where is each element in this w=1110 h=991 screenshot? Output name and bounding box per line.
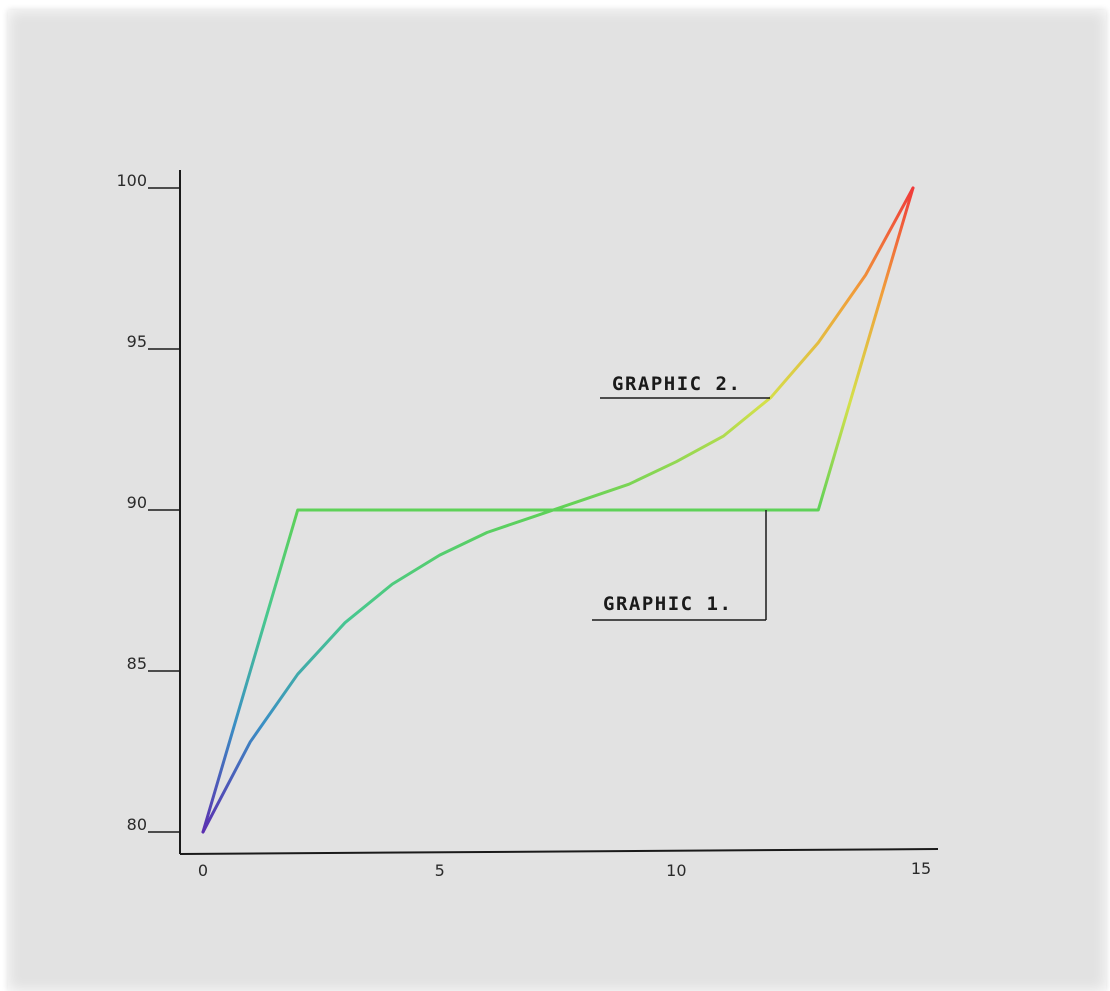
y-tick-label: 100	[116, 171, 147, 190]
series-layer	[201, 186, 915, 834]
x-tick-label: 10	[666, 861, 686, 880]
chart-panel	[8, 10, 1106, 991]
callouts: GRAPHIC 2. GRAPHIC 1.	[592, 373, 770, 621]
series-line-2	[201, 186, 915, 834]
y-tick-label: 90	[127, 493, 147, 512]
axes	[179, 170, 939, 855]
y-tick-label: 85	[127, 654, 147, 673]
x-ticks: 0 5 10 15	[198, 859, 931, 880]
callout-label-graphic-2: GRAPHIC 2.	[612, 373, 741, 395]
x-axis-line	[179, 848, 939, 855]
series-line-1	[201, 186, 915, 834]
x-tick-label: 5	[435, 861, 445, 880]
x-tick-label: 15	[911, 859, 931, 878]
y-tick-label: 80	[127, 815, 147, 834]
x-tick-label: 0	[198, 861, 208, 880]
callout-label-graphic-1: GRAPHIC 1.	[603, 593, 732, 615]
y-tick-label: 95	[127, 332, 147, 351]
y-ticks: 80 85 90 95 100	[116, 171, 180, 834]
